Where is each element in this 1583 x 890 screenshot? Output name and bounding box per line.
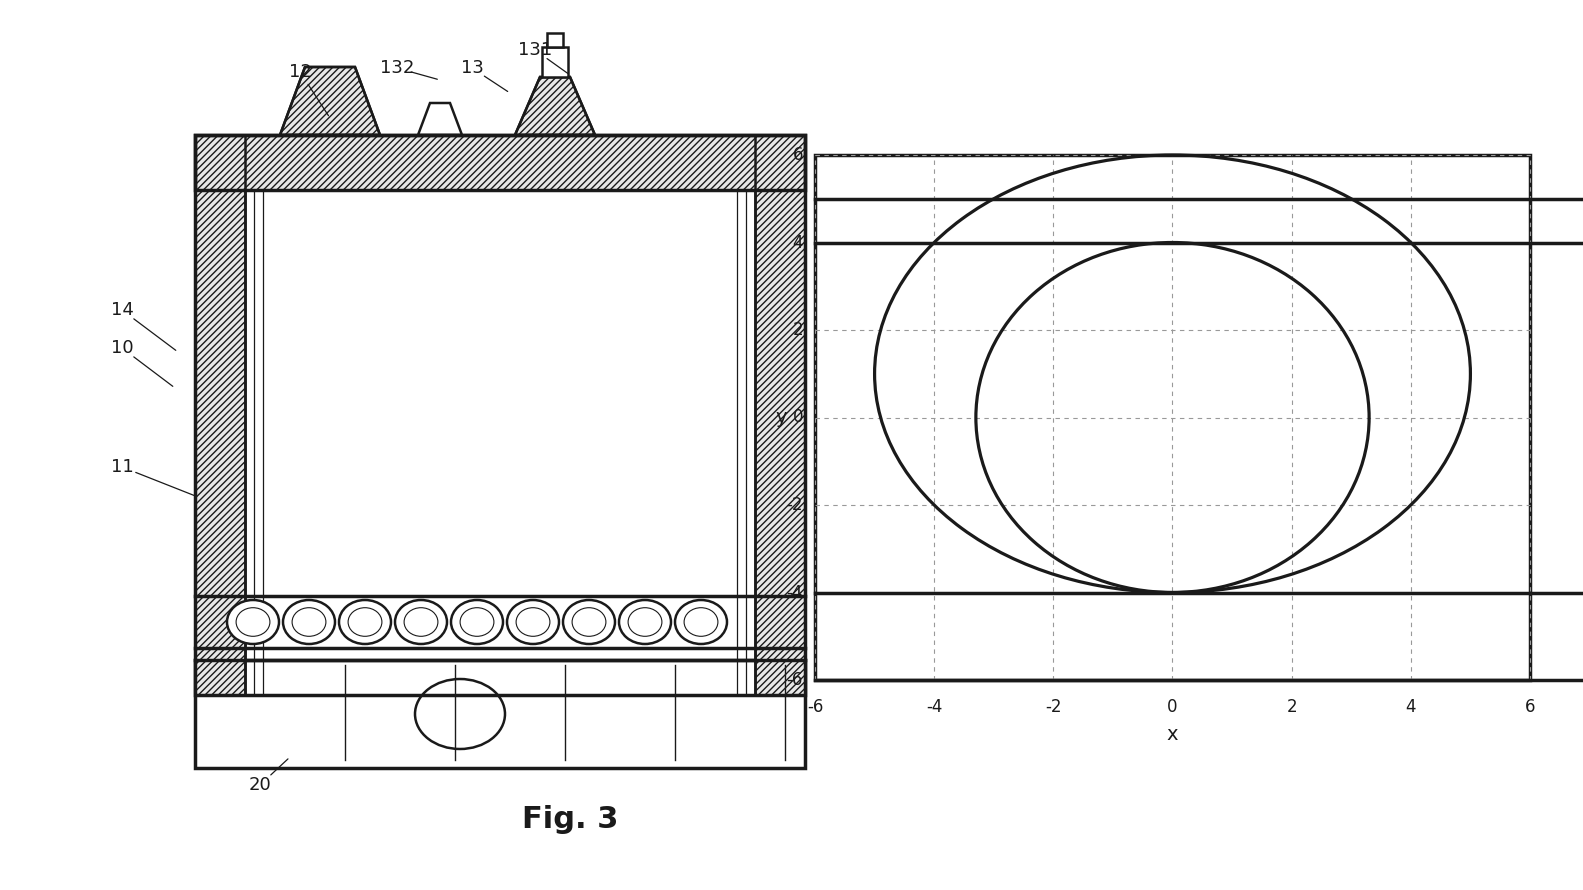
Bar [195, 135, 806, 190]
Bar [195, 660, 806, 768]
Text: 0: 0 [793, 409, 803, 426]
Text: 12: 12 [288, 63, 312, 81]
Ellipse shape [226, 600, 279, 644]
Text: 20: 20 [249, 776, 271, 794]
Text: -2: -2 [1045, 698, 1062, 716]
Bar [195, 135, 245, 695]
Text: -4: -4 [787, 584, 803, 602]
Bar [195, 135, 806, 190]
Text: y: y [776, 408, 787, 427]
Ellipse shape [564, 600, 616, 644]
Bar [195, 135, 806, 695]
Text: 132: 132 [380, 59, 415, 77]
Polygon shape [514, 77, 595, 135]
Bar [548, 33, 564, 47]
Text: Fig. 3: Fig. 3 [522, 805, 619, 835]
Bar [245, 190, 755, 695]
Ellipse shape [451, 600, 503, 644]
Text: -2: -2 [787, 496, 803, 514]
Text: 131: 131 [518, 41, 552, 59]
Text: 2: 2 [1287, 698, 1296, 716]
Bar [195, 135, 245, 695]
Ellipse shape [415, 679, 505, 749]
Polygon shape [280, 67, 380, 135]
Text: 6: 6 [793, 146, 803, 164]
Ellipse shape [339, 600, 391, 644]
Text: 0: 0 [1167, 698, 1178, 716]
Ellipse shape [674, 600, 727, 644]
Bar [195, 135, 806, 190]
Text: 13: 13 [461, 59, 483, 77]
Text: 4: 4 [1406, 698, 1417, 716]
Bar [541, 47, 568, 77]
Text: 6: 6 [1524, 698, 1536, 716]
Text: 14: 14 [111, 301, 133, 319]
Ellipse shape [507, 600, 559, 644]
Text: -4: -4 [926, 698, 942, 716]
Text: -6: -6 [787, 671, 803, 689]
Text: -6: -6 [807, 698, 823, 716]
Bar [755, 135, 806, 695]
Text: 11: 11 [111, 458, 133, 476]
Text: 10: 10 [111, 339, 133, 357]
Polygon shape [418, 103, 462, 135]
Ellipse shape [396, 600, 446, 644]
Text: x: x [1167, 725, 1178, 744]
Bar [815, 155, 1531, 680]
Ellipse shape [619, 600, 671, 644]
Text: 4: 4 [793, 233, 803, 252]
Ellipse shape [283, 600, 336, 644]
Text: 2: 2 [793, 321, 803, 339]
Bar [755, 135, 806, 695]
